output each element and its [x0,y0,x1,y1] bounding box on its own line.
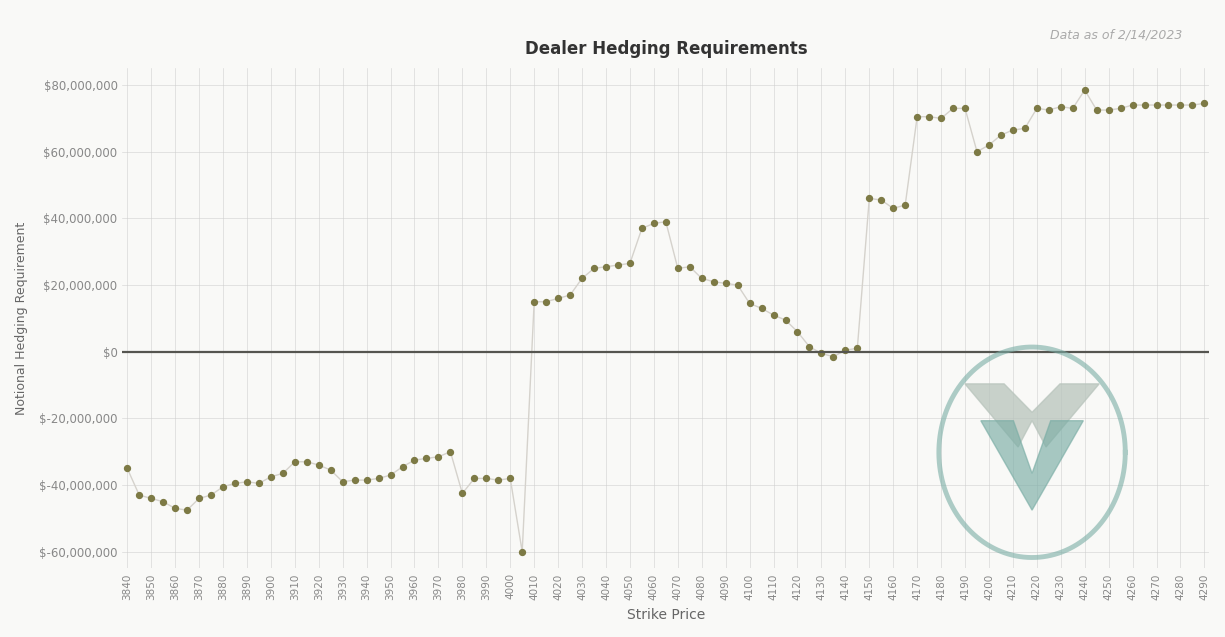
Point [1087,105,1106,115]
Point [919,111,938,122]
Point [285,457,305,467]
Point [512,547,532,557]
Point [668,263,687,273]
Point [560,290,579,300]
Point [178,505,197,515]
X-axis label: Strike Price: Strike Price [627,608,704,622]
Point [429,452,448,462]
Point [1159,100,1178,110]
Point [238,476,257,487]
Point [1194,98,1214,108]
Point [190,493,209,503]
Point [943,103,963,113]
Point [441,447,461,457]
Point [657,217,676,227]
Point [249,478,268,489]
Point [728,280,747,290]
Point [1074,85,1094,95]
Point [883,203,903,213]
Point [584,263,604,273]
Point [417,454,436,464]
Point [908,111,927,122]
Point [1171,100,1191,110]
Point [895,200,915,210]
Point [261,471,281,482]
Polygon shape [965,384,1099,447]
Point [1027,103,1046,113]
Point [692,273,712,283]
Point [572,273,592,283]
Point [956,103,975,113]
Point [452,489,472,499]
Text: Data as of 2/14/2023: Data as of 2/14/2023 [1050,29,1182,41]
Point [860,193,880,203]
Point [201,490,220,500]
Point [153,497,173,507]
Point [1016,124,1035,134]
Point [393,462,413,472]
Point [608,260,627,270]
Point [549,293,568,303]
Point [597,262,616,272]
Point [225,478,245,489]
Point [1051,102,1071,112]
Point [296,457,316,467]
Point [620,258,639,268]
Point [800,341,820,352]
Polygon shape [981,420,1083,510]
Point [835,345,855,355]
Point [273,468,293,478]
Point [680,262,699,272]
Point [704,276,724,287]
Point [1039,105,1058,115]
Point [715,278,735,289]
Point [333,476,353,487]
Point [381,470,401,480]
Title: Dealer Hedging Requirements: Dealer Hedging Requirements [524,41,807,59]
Point [763,310,783,320]
Point [1123,100,1143,110]
Point [477,473,496,483]
Point [141,493,160,503]
Point [752,303,772,313]
Point [848,343,867,354]
Point [931,113,951,124]
Point [309,460,328,470]
Point [489,475,508,485]
Point [788,327,807,337]
Point [524,297,544,307]
Point [632,224,652,234]
Point [537,297,556,307]
Point [165,503,185,513]
Point [1099,105,1118,115]
Point [1134,100,1154,110]
Point [356,475,376,485]
Point [812,348,832,359]
Point [968,147,987,157]
Point [1182,100,1202,110]
Point [118,463,137,473]
Point [1147,100,1166,110]
Point [464,473,484,483]
Point [740,298,760,308]
Point [1063,103,1083,113]
Point [404,455,424,465]
Point [775,315,795,325]
Point [644,218,664,229]
Point [979,140,998,150]
Point [991,130,1011,140]
Point [1003,125,1023,135]
Point [823,352,843,362]
Point [369,473,388,483]
Y-axis label: Notional Hedging Requirement: Notional Hedging Requirement [15,222,28,415]
Point [501,473,521,483]
Point [345,475,365,485]
Point [321,465,341,475]
Point [871,195,891,205]
Point [213,482,233,492]
Point [1111,103,1131,113]
Point [130,490,149,500]
